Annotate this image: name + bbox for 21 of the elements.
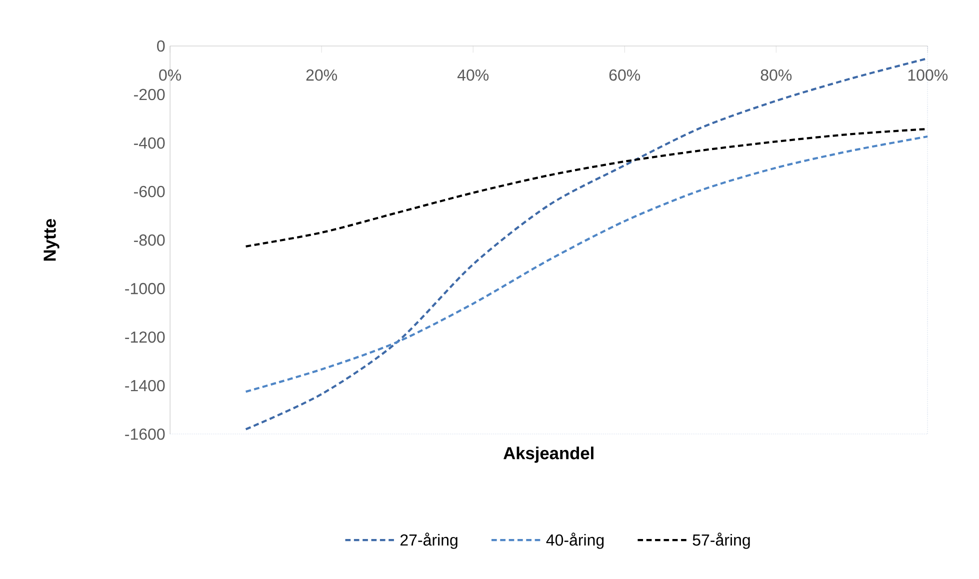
x-tick-label: 20% (306, 69, 338, 81)
x-tick-label: 100% (908, 69, 948, 81)
legend-label: 27-åring (400, 532, 458, 549)
y-tick-label: -600 (134, 186, 165, 198)
y-tick-label: -1400 (125, 380, 165, 392)
y-tick-label: -800 (134, 234, 165, 246)
x-axis-title: Aksjeandel (504, 446, 594, 463)
x-tick-label: 40% (457, 69, 489, 81)
y-tick-label: -200 (134, 88, 165, 100)
y-tick-label: -1200 (125, 332, 165, 343)
y-axis-title: Nytte (44, 219, 60, 261)
y-tick-label: -1000 (125, 282, 165, 294)
legend-label: 57-åring (692, 532, 750, 549)
legend-label: 40-åring (546, 532, 604, 549)
y-tick-label: -400 (134, 137, 165, 149)
x-tick-label: 80% (760, 69, 792, 81)
line-series (244, 135, 928, 393)
x-tick-label: 0% (159, 69, 182, 81)
y-tick-label: 0 (157, 40, 165, 52)
y-tick-label: -1600 (125, 428, 165, 440)
x-tick-label: 60% (609, 69, 640, 81)
